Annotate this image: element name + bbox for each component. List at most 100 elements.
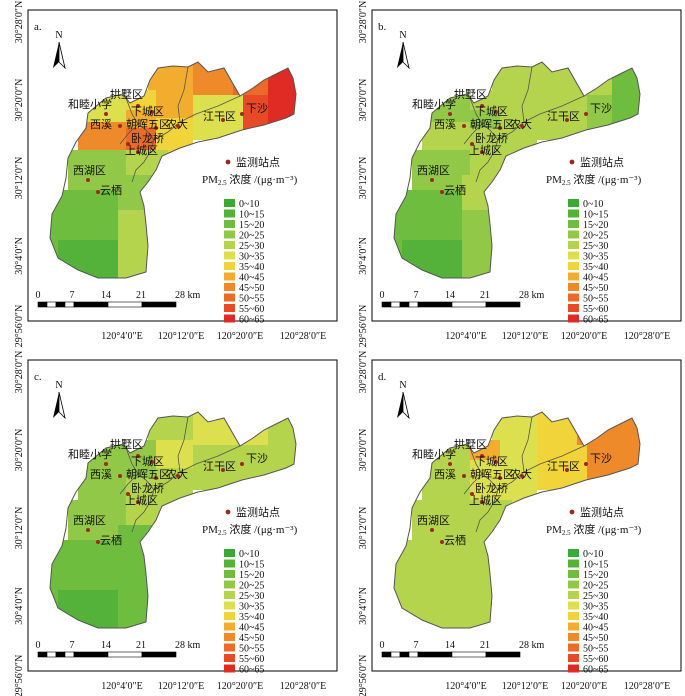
scale-segment: [46, 651, 57, 658]
scale-segment: [485, 651, 521, 658]
legend-class-label: 55~60: [583, 304, 608, 315]
scale-label: 28 km: [519, 290, 545, 301]
legend-class-label: 15~20: [583, 570, 608, 581]
pm25-cell: [512, 490, 537, 510]
station-label: 农大: [166, 467, 188, 481]
pm25-cell: [156, 440, 193, 468]
legend-class-label: 45~50: [583, 283, 608, 294]
legend-swatch: [224, 643, 235, 652]
legend: 监测站点 PM2.5 浓度 /(μg·m⁻³) 0~1010~1515~2020~2…: [202, 155, 298, 326]
pm25-cell: [78, 122, 126, 150]
legend-swatch: [568, 612, 579, 620]
longitude-label: 120°4′0″E: [445, 681, 486, 692]
station-label: 西溪: [434, 468, 456, 481]
latitude-label: 30°28′0″N: [358, 1, 369, 44]
scale-bar: 0 7 14 21 28 km: [380, 290, 545, 308]
legend-swatch: [224, 591, 235, 599]
station-dot: [480, 150, 484, 154]
station-label: 卧龙桥: [131, 482, 164, 495]
station-label: 下城区: [131, 455, 164, 468]
legend-class-label: 35~40: [583, 612, 608, 623]
legend-class-label: 10~15: [239, 210, 264, 221]
district-boundary: [469, 97, 499, 153]
north-arrow-icon: N: [53, 380, 66, 420]
legend-swatch: [568, 241, 579, 249]
scale-segment: [73, 301, 109, 308]
legend-swatch: [224, 601, 235, 610]
station-dot: [498, 476, 502, 480]
legend-swatch: [224, 293, 235, 302]
pm25-cell: [612, 62, 640, 125]
station-dot: [240, 112, 244, 116]
legend-class-label: 20~25: [583, 581, 608, 592]
station-label: 和睦小学: [68, 97, 112, 111]
district-boundary: [125, 97, 155, 153]
pm25-cell: [193, 445, 243, 490]
legend-swatch: [568, 591, 579, 599]
scale-label: 21: [480, 640, 490, 651]
station-dot: [440, 540, 444, 544]
scale-label: 0: [380, 640, 385, 651]
legend-swatch: [568, 209, 579, 218]
legend-class-label: 20~25: [239, 231, 264, 242]
pm25-cell: [537, 95, 587, 140]
legend-class-label: 40~45: [583, 273, 608, 284]
latitude-label: 30°12′0″N: [358, 507, 369, 550]
station-label: 拱墅区: [454, 87, 487, 101]
longitude-label: 120°12′0″E: [158, 331, 204, 342]
legend-swatch: [568, 601, 579, 610]
legend-swatch: [568, 622, 579, 631]
city-boundary: [393, 61, 641, 279]
station-label: 卧龙桥: [475, 132, 508, 145]
station-label: 西溪: [90, 118, 112, 131]
station-label: 下沙: [246, 452, 268, 465]
legend-swatch: [568, 283, 579, 291]
station-dot: [430, 528, 434, 532]
station-dot: [86, 528, 90, 532]
district-boundary: [463, 123, 483, 145]
station-label: 下沙: [246, 102, 268, 115]
station-label: 西溪: [90, 468, 112, 481]
station-label: 和睦小学: [68, 447, 112, 461]
pm25-cell: [422, 472, 470, 500]
legend-swatch: [224, 633, 235, 641]
latitude-label: 30°20′0″N: [14, 429, 25, 472]
pm25-cell: [193, 95, 243, 140]
panel-frame: [27, 9, 338, 322]
station-dot: [480, 104, 484, 108]
latitude-label: 30°28′0″N: [14, 1, 25, 44]
legend-class-label: 0~10: [583, 549, 603, 560]
latitude-label: 30°28′0″N: [14, 351, 25, 394]
station-label: 西溪: [434, 118, 456, 131]
legend-class-label: 20~25: [239, 581, 264, 592]
legend-class-label: 25~30: [583, 591, 608, 602]
legend-swatch: [568, 643, 579, 652]
station-dot: [470, 142, 474, 146]
scale-segment: [381, 301, 392, 308]
station-dot: [494, 110, 498, 114]
legend-swatch: [568, 199, 579, 207]
legend-swatch: [224, 612, 235, 620]
station-dot: [448, 462, 452, 466]
scale-segment: [485, 301, 521, 308]
legend-swatch: [568, 220, 579, 228]
scale-label: 0: [36, 290, 41, 301]
legend-class-label: 50~55: [583, 294, 608, 305]
station-dot: [136, 104, 140, 108]
station-dot: [462, 124, 466, 128]
station-label: 上城区: [469, 494, 502, 507]
longitude-label: 120°20′0″E: [217, 681, 263, 692]
station-label: 下沙: [590, 102, 612, 115]
scale-label: 21: [136, 290, 146, 301]
legend-class-label: 35~40: [583, 262, 608, 273]
scale-label: 14: [445, 640, 455, 651]
pm25-cell: [612, 412, 640, 475]
station-dot: [565, 468, 569, 472]
latitude-label: 30°20′0″N: [14, 79, 25, 122]
station-dot: [584, 112, 588, 116]
station-label: 江干区: [203, 460, 236, 473]
pm25-cell: [500, 90, 537, 118]
station-label: 江干区: [203, 110, 236, 123]
